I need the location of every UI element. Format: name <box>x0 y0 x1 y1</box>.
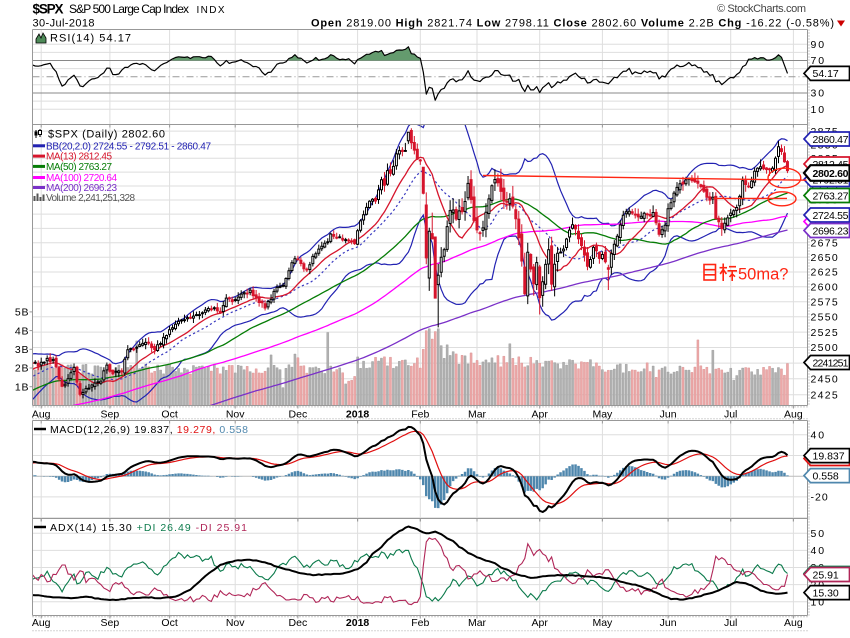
svg-text:5B: 5B <box>15 307 29 319</box>
svg-text:2625: 2625 <box>811 267 838 279</box>
svg-text:25.91: 25.91 <box>813 569 839 581</box>
svg-text:1B: 1B <box>15 381 29 393</box>
svg-text:Feb: Feb <box>411 409 429 421</box>
svg-text:ADX(14) 15.30 +DI 26.49 -DI 25: ADX(14) 15.30 +DI 26.49 -DI 25.91 <box>50 522 247 534</box>
svg-text:2860.47: 2860.47 <box>813 134 849 146</box>
svg-text:54.17: 54.17 <box>813 68 839 80</box>
svg-text:Aug: Aug <box>784 617 803 629</box>
svg-text:2575: 2575 <box>811 296 838 308</box>
svg-text:Apr: Apr <box>532 409 549 421</box>
svg-text:Sep: Sep <box>101 617 120 629</box>
svg-text:2675: 2675 <box>811 238 838 250</box>
svg-text:2600: 2600 <box>811 282 838 294</box>
svg-text:2650: 2650 <box>811 252 838 264</box>
svg-text:Sep: Sep <box>101 409 120 421</box>
svg-text:70: 70 <box>811 55 825 67</box>
svg-text:Nov: Nov <box>226 617 245 629</box>
svg-text:Aug: Aug <box>32 409 51 421</box>
svg-text:Jun: Jun <box>660 617 677 629</box>
svg-text:2724.55: 2724.55 <box>813 210 849 222</box>
svg-text:$SPX: $SPX <box>33 2 64 17</box>
svg-text:50ma?: 50ma? <box>738 266 788 284</box>
svg-text:2802.60: 2802.60 <box>813 168 849 180</box>
svg-text:Volume 2,241,251,328: Volume 2,241,251,328 <box>46 193 135 204</box>
svg-text:MA(100) 2720.64: MA(100) 2720.64 <box>46 173 117 184</box>
svg-text:2425: 2425 <box>811 389 838 401</box>
svg-text:Mar: Mar <box>468 617 487 629</box>
svg-text:Oct: Oct <box>161 617 177 629</box>
svg-text:40: 40 <box>811 429 825 441</box>
svg-text:Jul: Jul <box>724 409 737 421</box>
svg-text:2241251: 2241251 <box>813 357 849 369</box>
svg-text:S&P 500 Large Cap Index: S&P 500 Large Cap Index <box>69 2 189 16</box>
svg-text:4B: 4B <box>15 325 29 337</box>
svg-text:19.837: 19.837 <box>813 450 845 462</box>
svg-text:Open 2819.00 High 2821.74 Low: Open 2819.00 High 2821.74 Low 2798.11 Cl… <box>311 18 834 30</box>
svg-text:50: 50 <box>811 528 825 540</box>
svg-text:BB(20,2.0) 2724.55 - 2792.51 -: BB(20,2.0) 2724.55 - 2792.51 - 2860.47 <box>46 141 211 152</box>
svg-text:2B: 2B <box>15 363 29 375</box>
svg-text:2500: 2500 <box>811 342 838 354</box>
svg-text:MACD(12,26,9) 19.837, 19.279,: MACD(12,26,9) 19.837, 19.279, 0.558 <box>50 424 248 436</box>
svg-text:Dec: Dec <box>289 617 308 629</box>
svg-text:Jun: Jun <box>660 409 677 421</box>
svg-text:MA(13) 2812.45: MA(13) 2812.45 <box>46 152 112 163</box>
svg-text:Apr: Apr <box>532 617 549 629</box>
svg-text:2696.23: 2696.23 <box>813 225 849 237</box>
svg-text:0.558: 0.558 <box>813 470 839 482</box>
svg-text:15.30: 15.30 <box>813 587 839 599</box>
svg-text:MA(50) 2763.27: MA(50) 2763.27 <box>46 162 112 173</box>
svg-text:Nov: Nov <box>226 409 245 421</box>
svg-text:2525: 2525 <box>811 327 838 339</box>
svg-text:30: 30 <box>811 88 825 100</box>
svg-text:2018: 2018 <box>346 409 370 421</box>
svg-text:© StockCharts.com: © StockCharts.com <box>717 3 806 15</box>
svg-text:90: 90 <box>811 39 825 51</box>
svg-text:2763.27: 2763.27 <box>813 190 849 202</box>
svg-text:RSI(14) 54.17: RSI(14) 54.17 <box>50 33 131 45</box>
svg-text:Aug: Aug <box>32 617 51 629</box>
svg-text:3B: 3B <box>15 344 29 356</box>
svg-text:2450: 2450 <box>811 374 838 386</box>
svg-text:MA(200) 2696.23: MA(200) 2696.23 <box>46 183 117 194</box>
svg-text:30-Jul-2018: 30-Jul-2018 <box>33 18 95 30</box>
svg-text:Dec: Dec <box>289 409 308 421</box>
svg-text:2018: 2018 <box>346 617 370 629</box>
svg-text:10: 10 <box>811 104 825 116</box>
svg-text:May: May <box>592 409 613 421</box>
svg-text:May: May <box>592 617 613 629</box>
svg-text:Jul: Jul <box>724 617 737 629</box>
svg-text:2550: 2550 <box>811 312 838 324</box>
svg-text:$SPX (Daily) 2802.60: $SPX (Daily) 2802.60 <box>48 128 165 140</box>
svg-text:Feb: Feb <box>411 617 429 629</box>
svg-text:40: 40 <box>811 545 825 557</box>
svg-text:Mar: Mar <box>468 409 487 421</box>
svg-text:Aug: Aug <box>784 409 803 421</box>
svg-text:-20: -20 <box>811 492 828 504</box>
svg-text:INDX: INDX <box>197 5 225 16</box>
svg-text:Oct: Oct <box>161 409 177 421</box>
